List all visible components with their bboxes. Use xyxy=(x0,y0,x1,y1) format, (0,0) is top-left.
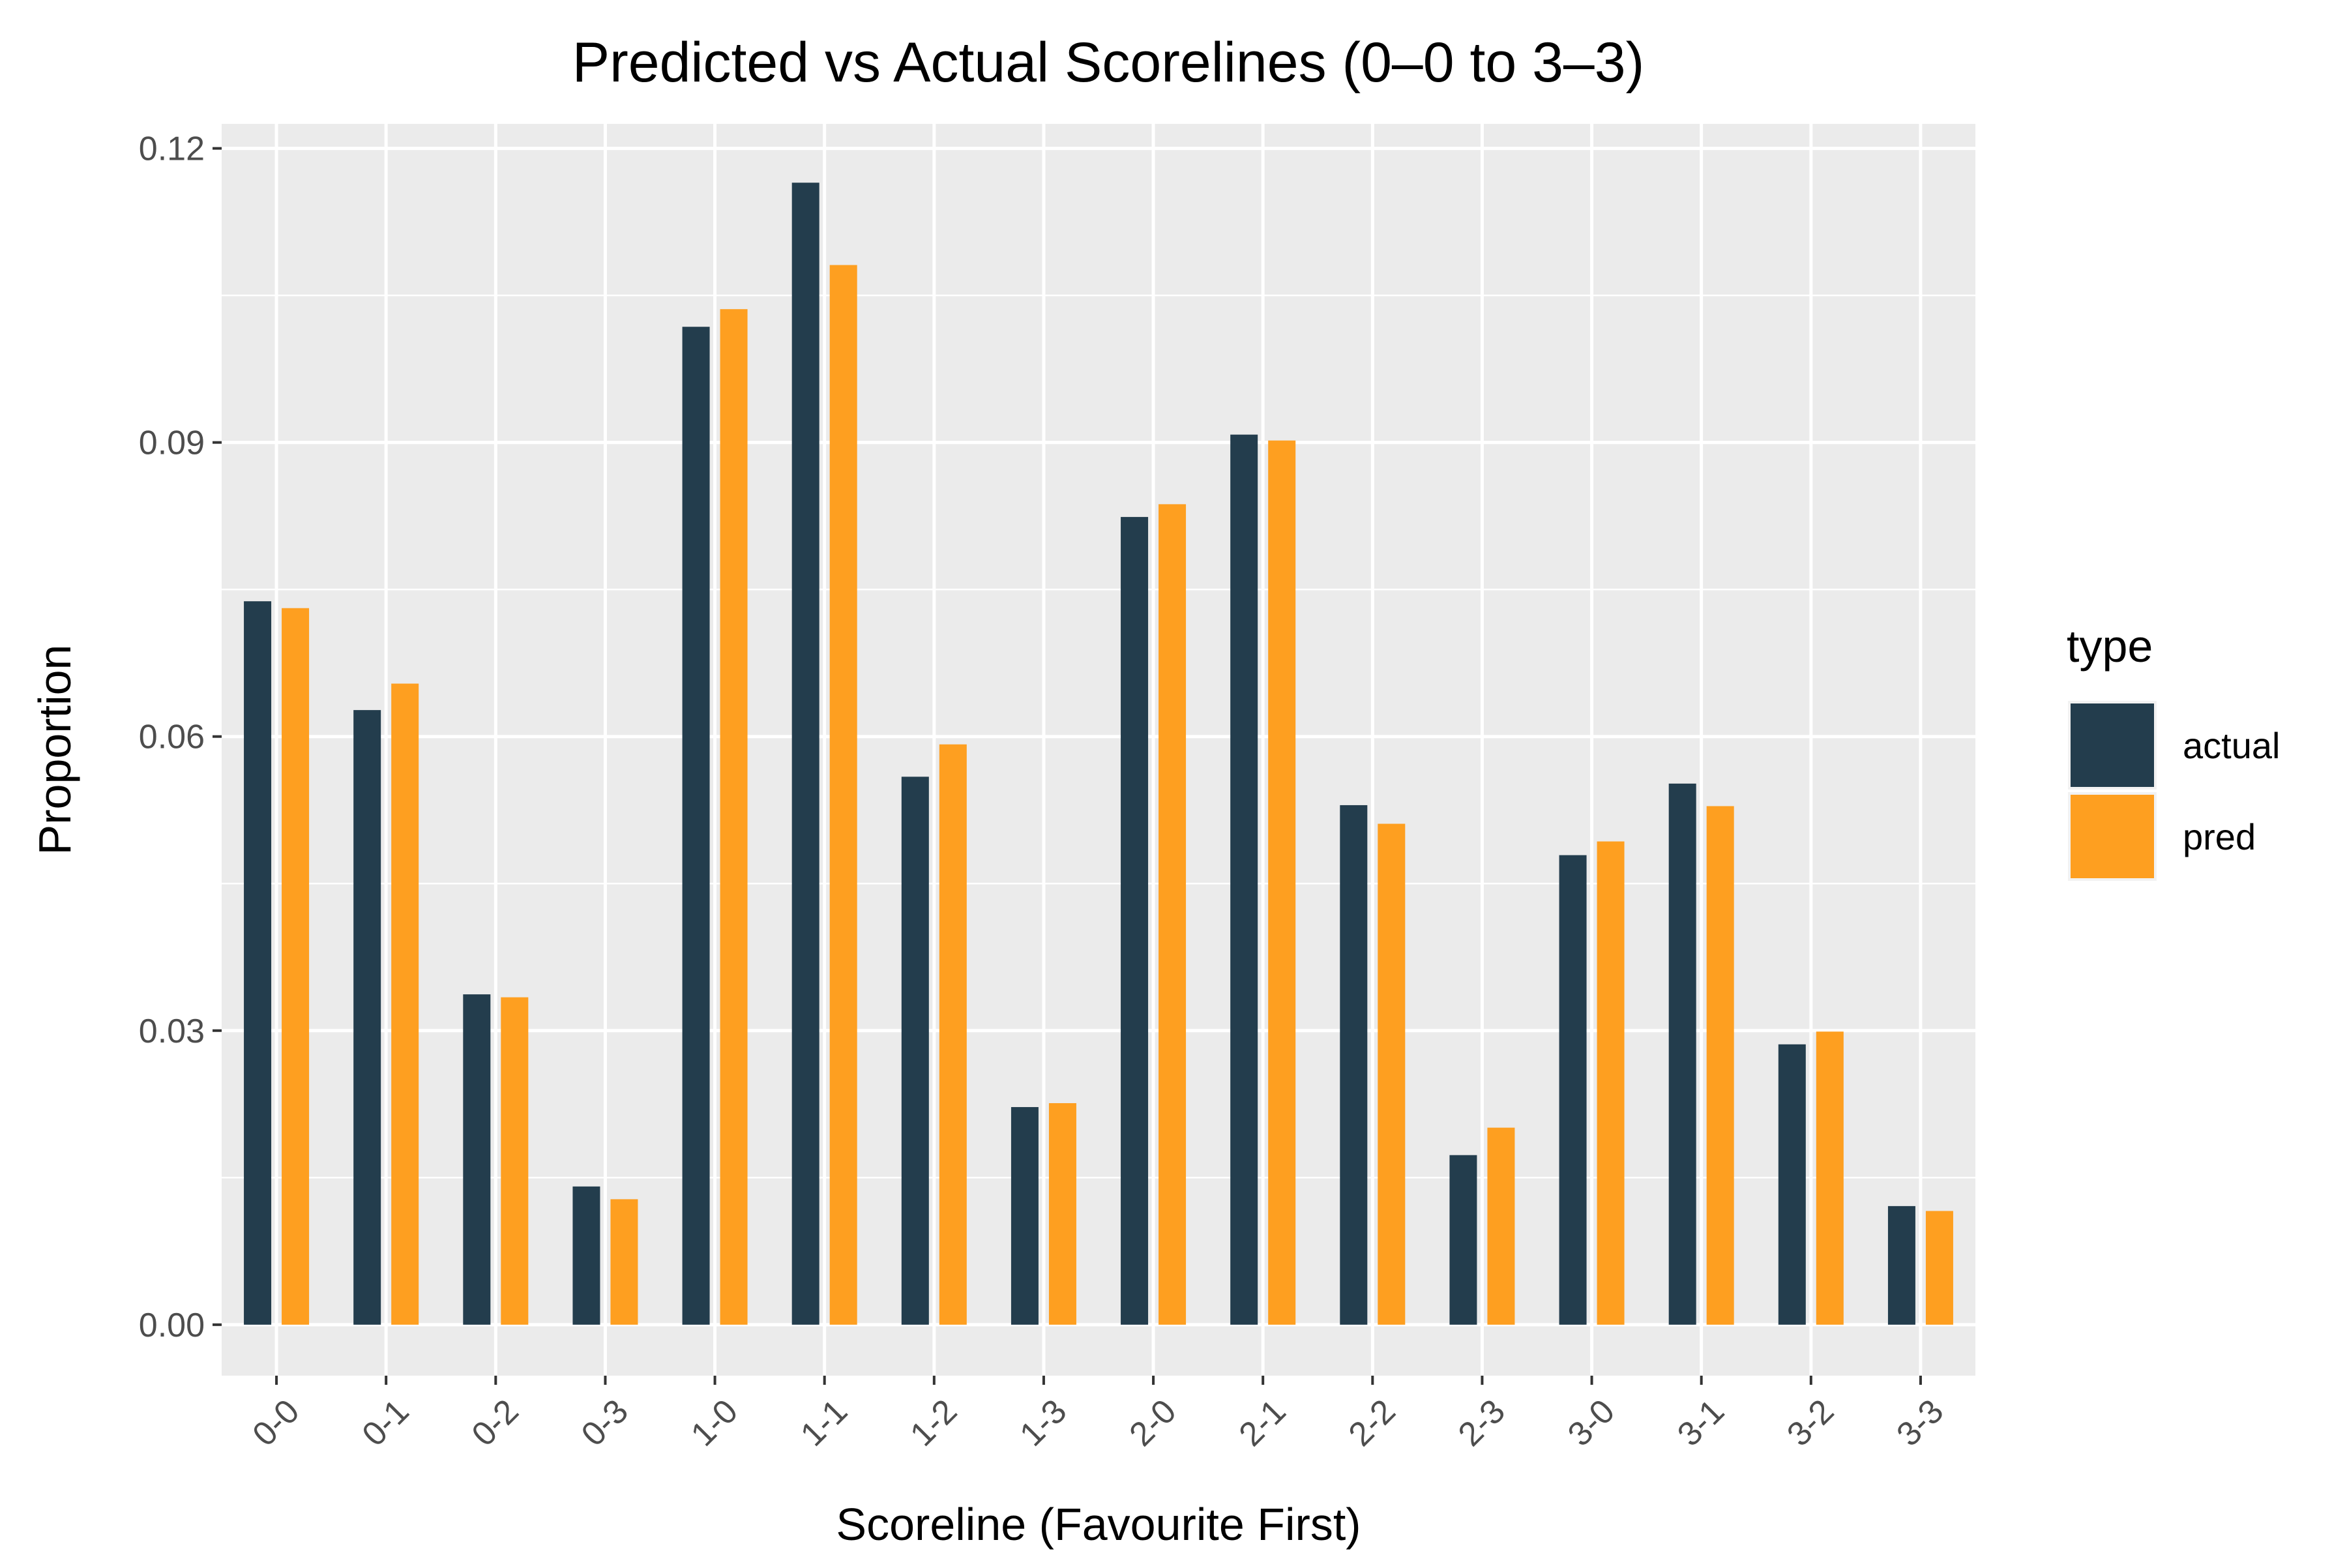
bar-pred-3-3 xyxy=(1926,1211,1953,1324)
legend-title: type xyxy=(2067,621,2153,672)
x-tick-label: 1-0 xyxy=(684,1392,745,1453)
bar-pred-1-2 xyxy=(939,745,967,1325)
x-tick-label: 3-0 xyxy=(1561,1392,1622,1453)
x-tick-label: 1-2 xyxy=(903,1392,964,1453)
legend: type actual pred xyxy=(2067,621,2280,881)
bar-actual-1-0 xyxy=(683,327,710,1325)
bar-pred-0-2 xyxy=(501,998,528,1325)
x-tick-label: 2-3 xyxy=(1451,1392,1513,1453)
bar-pred-2-1 xyxy=(1268,441,1295,1325)
legend-label-pred: pred xyxy=(2183,816,2256,857)
chart-title: Predicted vs Actual Scorelines (0–0 to 3… xyxy=(572,31,1644,94)
bar-actual-3-1 xyxy=(1669,784,1696,1325)
legend-label-actual: actual xyxy=(2183,725,2280,766)
bar-actual-3-3 xyxy=(1888,1206,1915,1325)
y-tick-label: 0.03 xyxy=(139,1013,205,1050)
y-tick-label: 0.00 xyxy=(139,1307,205,1344)
bar-actual-0-3 xyxy=(572,1187,600,1325)
legend-key-pred xyxy=(2071,795,2154,878)
x-tick-label: 1-3 xyxy=(1012,1392,1074,1453)
bar-actual-1-3 xyxy=(1011,1107,1039,1325)
bar-actual-2-1 xyxy=(1230,435,1258,1325)
bar-pred-0-1 xyxy=(391,684,419,1325)
legend-key-actual xyxy=(2071,703,2154,787)
bar-actual-0-1 xyxy=(353,710,381,1325)
bar-pred-1-1 xyxy=(830,265,857,1325)
bar-actual-0-2 xyxy=(463,994,490,1325)
bar-actual-3-0 xyxy=(1559,855,1587,1325)
x-tick-label: 0-0 xyxy=(245,1392,306,1453)
bar-actual-2-0 xyxy=(1121,517,1148,1325)
y-axis-title: Proportion xyxy=(29,645,80,855)
bar-pred-3-2 xyxy=(1816,1031,1844,1325)
y-tick-label: 0.09 xyxy=(139,424,205,462)
x-tick-label: 0-1 xyxy=(355,1392,417,1453)
y-tick-label: 0.12 xyxy=(139,130,205,168)
bar-pred-1-3 xyxy=(1049,1103,1076,1325)
x-tick-label: 0-3 xyxy=(574,1392,636,1453)
y-tick-label: 0.06 xyxy=(139,718,205,756)
bar-pred-0-3 xyxy=(610,1199,638,1324)
bar-pred-3-0 xyxy=(1597,842,1625,1325)
x-tick-label: 3-2 xyxy=(1780,1392,1841,1453)
bar-pred-2-2 xyxy=(1378,824,1405,1325)
x-tick-label: 2-1 xyxy=(1232,1392,1293,1453)
bar-actual-1-2 xyxy=(902,777,929,1324)
legend-items: actual pred xyxy=(2068,701,2280,881)
x-tick-label: 3-3 xyxy=(1889,1392,1951,1453)
y-axis: 0.00 0.03 0.06 0.09 0.12 xyxy=(139,130,222,1344)
bar-actual-2-3 xyxy=(1449,1155,1477,1325)
x-tick-label: 2-0 xyxy=(1122,1392,1183,1453)
x-axis-title: Scoreline (Favourite First) xyxy=(836,1499,1361,1550)
x-axis: 0-0 0-1 0-2 0-3 1-0 1-1 1-2 1-3 2-0 2-1 2-2 2-3 3-0 3… xyxy=(245,1376,1951,1454)
x-tick-label: 2-2 xyxy=(1342,1392,1403,1453)
bar-actual-2-2 xyxy=(1340,805,1367,1325)
bar-pred-0-0 xyxy=(282,608,309,1325)
bar-actual-1-1 xyxy=(792,183,819,1325)
x-tick-label: 3-1 xyxy=(1670,1392,1732,1453)
bar-pred-3-1 xyxy=(1707,806,1734,1324)
x-tick-label: 1-1 xyxy=(793,1392,855,1453)
bar-pred-2-3 xyxy=(1487,1128,1514,1325)
bar-actual-3-2 xyxy=(1779,1044,1806,1325)
bar-pred-2-0 xyxy=(1159,504,1186,1324)
bar-actual-0-0 xyxy=(244,601,271,1325)
bar-pred-1-0 xyxy=(720,309,748,1325)
x-tick-label: 0-2 xyxy=(465,1392,526,1453)
